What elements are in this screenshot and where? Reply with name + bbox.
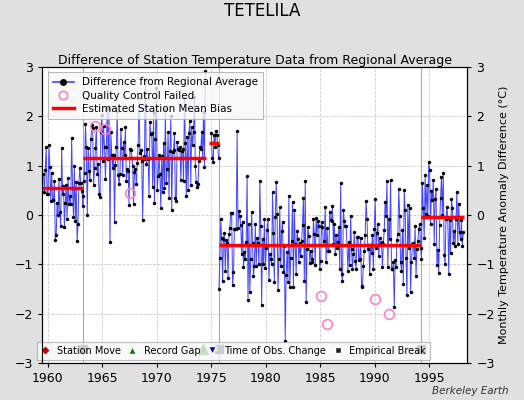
- Legend: Station Move, Record Gap, Time of Obs. Change, Empirical Break: Station Move, Record Gap, Time of Obs. C…: [37, 342, 430, 360]
- Y-axis label: Monthly Temperature Anomaly Difference (°C): Monthly Temperature Anomaly Difference (…: [499, 86, 509, 344]
- Title: Difference of Station Temperature Data from Regional Average: Difference of Station Temperature Data f…: [58, 54, 452, 67]
- Text: TETELILA: TETELILA: [224, 2, 300, 20]
- Text: Berkeley Earth: Berkeley Earth: [432, 386, 508, 396]
